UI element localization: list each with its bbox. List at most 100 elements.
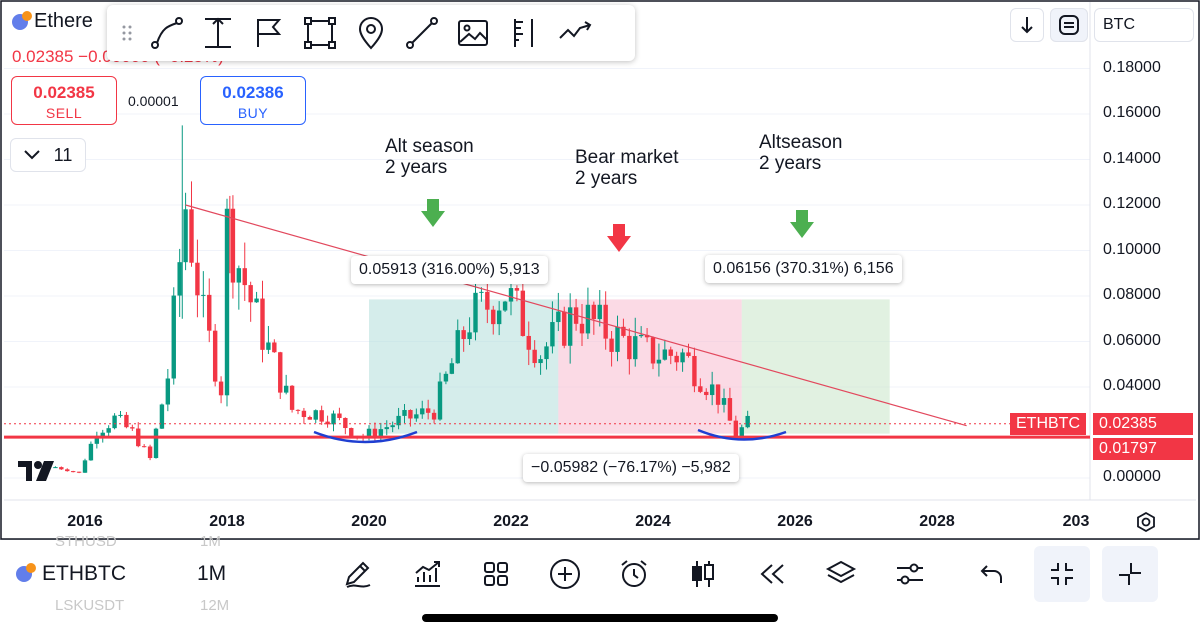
indicator-count: 11 [53, 144, 73, 165]
arrow-down-green-icon [790, 210, 814, 238]
candle-body [331, 413, 336, 425]
time-tick: 2016 [67, 513, 103, 530]
tradingview-logo [18, 461, 54, 481]
flag-icon[interactable] [243, 5, 294, 61]
candle-body [212, 330, 218, 382]
candle-body [538, 359, 543, 364]
measure-label-bear-market[interactable]: −0.05982 (−76.17%) −5,982 [523, 454, 739, 482]
measure-label-alt-season[interactable]: 0.05913 (316.00%) 5,913 [351, 256, 548, 284]
chart-pane[interactable] [0, 0, 1200, 540]
candle-body [325, 421, 330, 425]
candle-body [656, 359, 662, 364]
interval-button[interactable]: 1M [197, 562, 227, 585]
path-icon[interactable] [549, 5, 600, 61]
eth-btc-coin-icon [12, 10, 32, 30]
exit-fullscreen-button[interactable] [1034, 546, 1090, 602]
candle-body [390, 425, 395, 428]
candle-body [183, 209, 188, 263]
buy-price: 0.02386 [222, 83, 284, 102]
undo-icon [980, 565, 1002, 583]
bottom-symbol-button[interactable]: ETHBTC [16, 562, 126, 586]
measure-icon[interactable] [192, 5, 243, 61]
candle-body [106, 428, 111, 433]
drag-handle-icon[interactable] [113, 18, 141, 48]
price-tick: 0.06000 [1103, 332, 1161, 349]
sell-price: 0.02385 [33, 83, 95, 102]
settings-button[interactable] [883, 549, 937, 599]
candle-body [313, 410, 318, 420]
pin-icon[interactable] [345, 5, 396, 61]
candle-body [242, 268, 247, 286]
currency-value: BTC [1103, 16, 1135, 33]
layout-button[interactable] [1050, 8, 1088, 42]
long-position-icon[interactable] [498, 5, 549, 61]
candle-body [378, 429, 384, 438]
candle-body [195, 262, 200, 296]
indicators-button[interactable] [400, 549, 454, 599]
object-tree-button[interactable] [814, 549, 868, 599]
candle-body [502, 301, 508, 311]
candle-body [147, 446, 153, 459]
alt-season-note[interactable]: Alt season 2 years [385, 136, 474, 178]
candle-body [76, 471, 82, 473]
layouts-button[interactable] [469, 549, 523, 599]
altseason-note[interactable]: Altseason 2 years [759, 132, 843, 174]
candle-body [721, 398, 727, 405]
rectangle-icon[interactable] [294, 5, 345, 61]
candle-body [727, 398, 733, 421]
price-tick: 0.18000 [1103, 59, 1161, 76]
price-tick: 0.12000 [1103, 195, 1161, 212]
candle-body [467, 332, 472, 340]
candle-body [201, 294, 206, 296]
time-tick: 2024 [635, 513, 671, 530]
candle-body [112, 415, 117, 429]
candle-body [171, 295, 176, 379]
bottom-arc [697, 428, 787, 441]
symbol-header[interactable]: Ethere [12, 10, 93, 33]
candle-body [177, 262, 182, 296]
replay-button[interactable] [745, 549, 799, 599]
alerts-button[interactable] [607, 549, 661, 599]
candle-body [745, 415, 750, 428]
drawing-overlays [4, 199, 1090, 444]
trend-line-icon[interactable] [141, 5, 192, 61]
candle-body [556, 311, 561, 323]
candle-body [579, 323, 585, 334]
add-button[interactable] [538, 549, 592, 599]
candle-body [301, 410, 307, 418]
candle-body [70, 471, 76, 473]
candle-body [337, 413, 342, 418]
candle-body [224, 208, 230, 396]
candle-body [615, 326, 620, 352]
candle-body [698, 386, 703, 392]
measure-label-altseason[interactable]: 0.06156 (370.31%) 6,156 [705, 255, 902, 283]
indicators-toggle-button[interactable]: 11 [10, 138, 86, 172]
chart-type-button[interactable] [676, 549, 730, 599]
time-tick: 2022 [493, 513, 529, 530]
buy-button[interactable]: 0.02386 BUY [200, 76, 306, 125]
price-tick: 0.16000 [1103, 104, 1161, 121]
image-icon[interactable] [447, 5, 498, 61]
candle-body [627, 335, 632, 360]
undo-button[interactable] [965, 549, 1019, 599]
chart-settings-icon[interactable] [1135, 511, 1157, 533]
line-icon[interactable] [396, 5, 447, 61]
currency-select[interactable]: BTC [1094, 8, 1194, 42]
season-zone [741, 299, 890, 434]
candle-body [289, 385, 295, 410]
bear-market-note[interactable]: Bear market 2 years [575, 147, 679, 189]
scroll-down-button[interactable] [1010, 8, 1044, 42]
candle-body [402, 410, 407, 416]
ghost-watchlist-interval: 1M [200, 533, 221, 550]
price-chart[interactable] [0, 0, 1200, 540]
time-tick: 2026 [777, 513, 813, 530]
candle-body [372, 428, 378, 438]
plus-circle-icon [550, 559, 580, 589]
sell-button[interactable]: 0.02385 SELL [11, 76, 117, 125]
minimize-button[interactable] [1102, 546, 1158, 602]
drawing-tools-button[interactable] [331, 549, 385, 599]
chevron-down-icon [23, 150, 40, 160]
spread-value: 0.00001 [128, 93, 179, 109]
candle-body [479, 291, 484, 293]
layers-icon [825, 560, 857, 584]
